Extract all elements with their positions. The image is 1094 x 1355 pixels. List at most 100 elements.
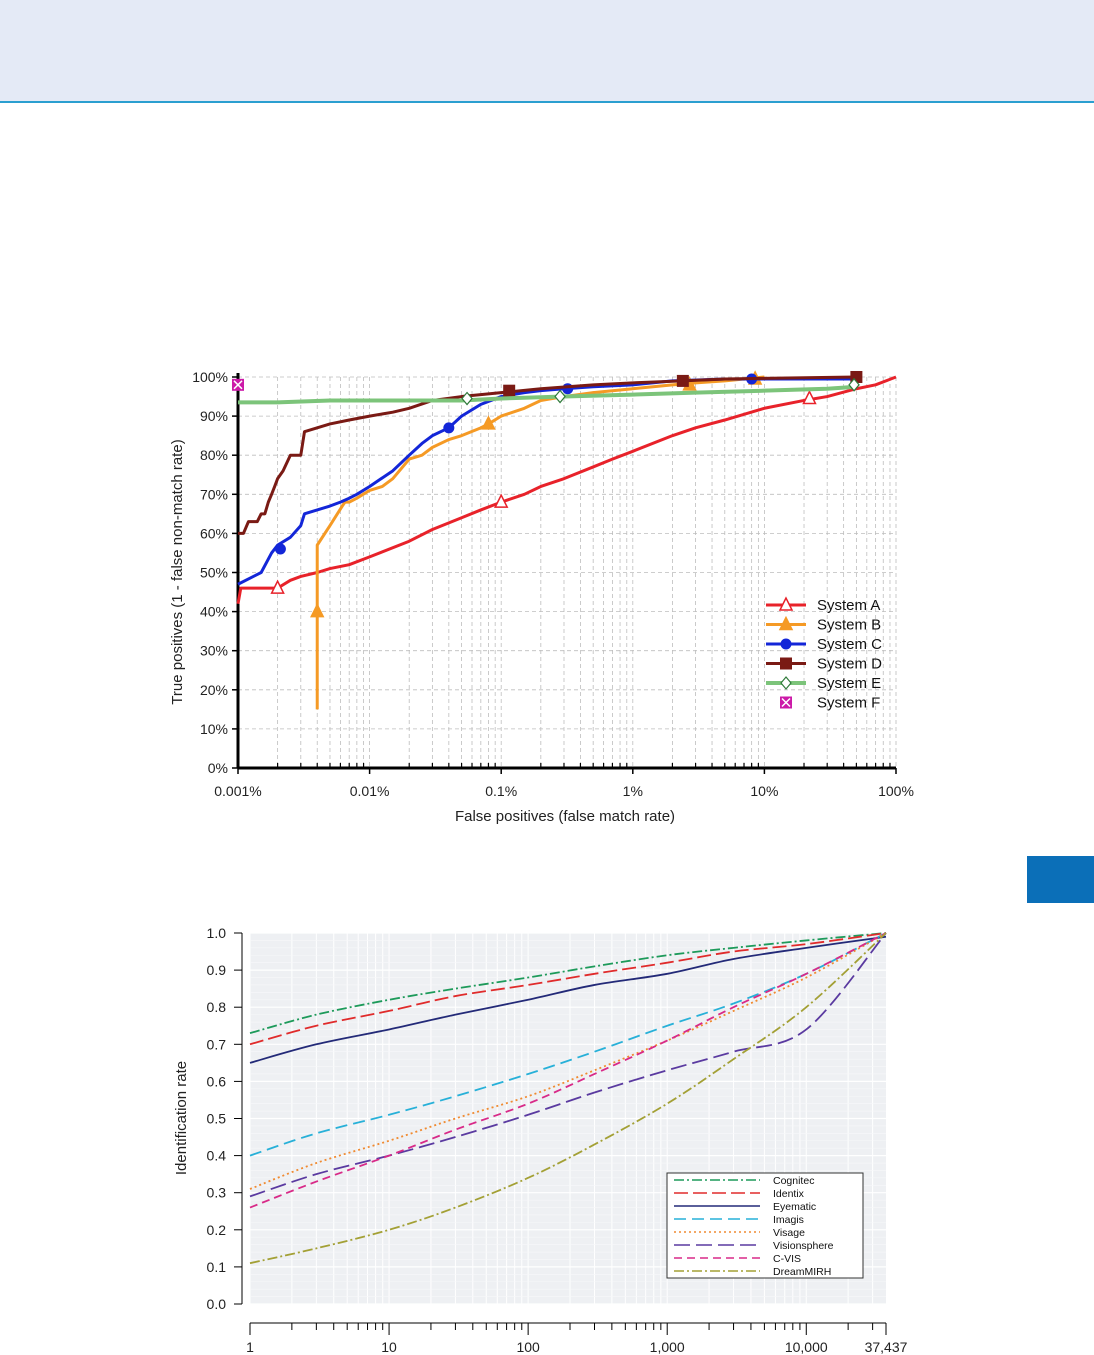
cmc-series-c-vis [249,932,887,1209]
roc-marker-square [503,384,516,397]
cmc-x-tick-label: 37,437 [865,1339,908,1355]
cmc-x-tick-label: 10,000 [785,1339,828,1355]
cmc-series-visionsphere [249,932,887,1198]
roc-marker-triangle [481,415,496,430]
cmc-tick-labels: 0.0 0.1 0.2 0.3 0.4 0.5 0.6 0.7 0.8 0.9 1.0 1 10 100 1… [207,925,908,1355]
cmc-y-tick-label: 1.0 [207,925,227,941]
roc-series [232,370,897,710]
roc-x-axis-label: False positives (false match rate) [455,808,675,825]
roc-x-tick-label: 1% [623,783,643,799]
cmc-y-tick-label: 0.6 [207,1073,227,1089]
roc-y-tick-label: 60% [200,525,228,541]
cmc-legend-box [666,1172,864,1279]
roc-y-axis-label: True positives (1 - false non-match rate… [169,439,186,704]
cmc-chart: 0.0 0.1 0.2 0.3 0.4 0.5 0.6 0.7 0.8 0.9 1.0 1 10 100 1… [173,925,908,1355]
roc-legend-label: System B [817,617,881,634]
cmc-y-tick-label: 0.8 [207,999,227,1015]
cmc-legend-label: C-VIS [773,1253,801,1265]
roc-series-line [238,384,857,405]
roc-marker-triangle [493,493,509,508]
roc-series-system-c [237,373,857,586]
cmc-series-visage [249,932,887,1190]
roc-y-tick-label: 50% [200,565,228,581]
cmc-legend-label: Eyematic [773,1201,816,1213]
roc-marker-triangle [270,579,285,594]
roc-y-tick-label: 10% [200,721,228,737]
roc-legend-label: System A [817,597,880,614]
cmc-grid [249,932,886,1305]
cmc-y-axis-label: Identification rate [173,1061,190,1175]
cmc-series-cognitec [249,932,887,1035]
roc-series-line [315,375,765,710]
cmc-legend: CognitecIdentixEyematicImagisVisageVisio… [666,1172,864,1279]
cmc-legend-label: Imagis [773,1214,804,1226]
roc-y-tick-label: 40% [200,604,228,620]
cmc-y-tick-label: 0.2 [207,1222,227,1238]
roc-legend-label: System E [817,675,881,692]
cmc-x-tick-label: 1 [246,1339,254,1355]
cmc-legend-label: DreamMIRH [773,1266,831,1278]
roc-x-tick-label: 0.001% [214,783,261,799]
roc-marker-triangle [778,615,794,631]
cmc-y-tick-label: 0.4 [207,1148,227,1164]
cmc-x-tick-label: 1,000 [650,1339,685,1355]
roc-series-system-a [236,375,897,605]
cmc-y-tick-label: 0.3 [207,1185,227,1201]
roc-axes [232,373,897,774]
cmc-x-tick-label: 10 [381,1339,397,1355]
roc-series-line [236,375,897,605]
cmc-series [249,932,887,1265]
roc-marker-square [676,374,689,387]
roc-y-tick-label: 80% [200,447,228,463]
roc-x-tick-label: 10% [750,783,778,799]
roc-y-tick-label: 0% [208,760,228,776]
roc-marker-triangle [802,389,817,405]
roc-marker-circle [780,638,792,650]
header-band [0,0,1094,103]
roc-y-tick-label: 90% [200,408,228,424]
roc-marker-diamond [780,676,792,690]
roc-x-tick-label: 0.01% [350,783,390,799]
cmc-y-tick-label: 0.0 [207,1296,227,1312]
roc-marker-square [780,657,792,670]
roc-series-line [237,377,857,586]
roc-tick-labels: 0% 10% 20% 30% 40% 50% 60% 70% 80% 90% 100% 0.001% 0… [192,369,914,799]
cmc-series-eyematic [249,935,887,1064]
chapter-tab [1027,856,1094,903]
roc-y-tick-label: 20% [200,682,228,698]
roc-y-tick-label: 30% [200,643,228,659]
cmc-legend-label: Visionsphere [773,1240,834,1252]
roc-series-system-d [238,371,863,535]
cmc-y-tick-label: 0.5 [207,1111,227,1127]
roc-legend-label: System D [817,656,882,673]
cmc-series-imagis [249,932,887,1157]
roc-legend-label: System C [817,636,882,653]
roc-series-system-f [232,378,244,391]
roc-marker-x [781,697,791,708]
roc-legend: System A System B System C System D System E… [766,596,882,712]
cmc-y-tick-label: 0.9 [207,962,227,978]
cmc-legend-label: Cognitec [773,1175,814,1187]
roc-marker-circle [443,422,455,434]
roc-marker-circle [562,383,574,395]
roc-series-system-b [310,370,765,710]
cmc-y-tick-label: 0.7 [207,1036,227,1052]
roc-marker-x [233,380,243,390]
roc-x-tick-label: 0.1% [485,783,517,799]
roc-marker-triangle [310,602,325,618]
cmc-series-identix [249,932,887,1046]
roc-marker-diamond [554,389,566,404]
cmc-legend-label: Identix [773,1188,805,1200]
roc-chart: 0% 10% 20% 30% 40% 50% 60% 70% 80% 90% 100% 0.001% 0… [169,369,914,825]
roc-y-tick-label: 70% [200,486,228,502]
roc-series-system-e [238,377,860,406]
cmc-y-tick-label: 0.1 [207,1259,227,1275]
roc-y-tick-label: 100% [192,369,228,385]
cmc-x-tick-label: 100 [516,1339,540,1355]
roc-marker-diamond [461,391,473,406]
roc-series-line [238,375,857,535]
roc-grid [237,376,897,769]
roc-marker-diamond [848,377,860,392]
cmc-axes [234,932,887,1335]
roc-x-tick-label: 100% [878,783,914,799]
